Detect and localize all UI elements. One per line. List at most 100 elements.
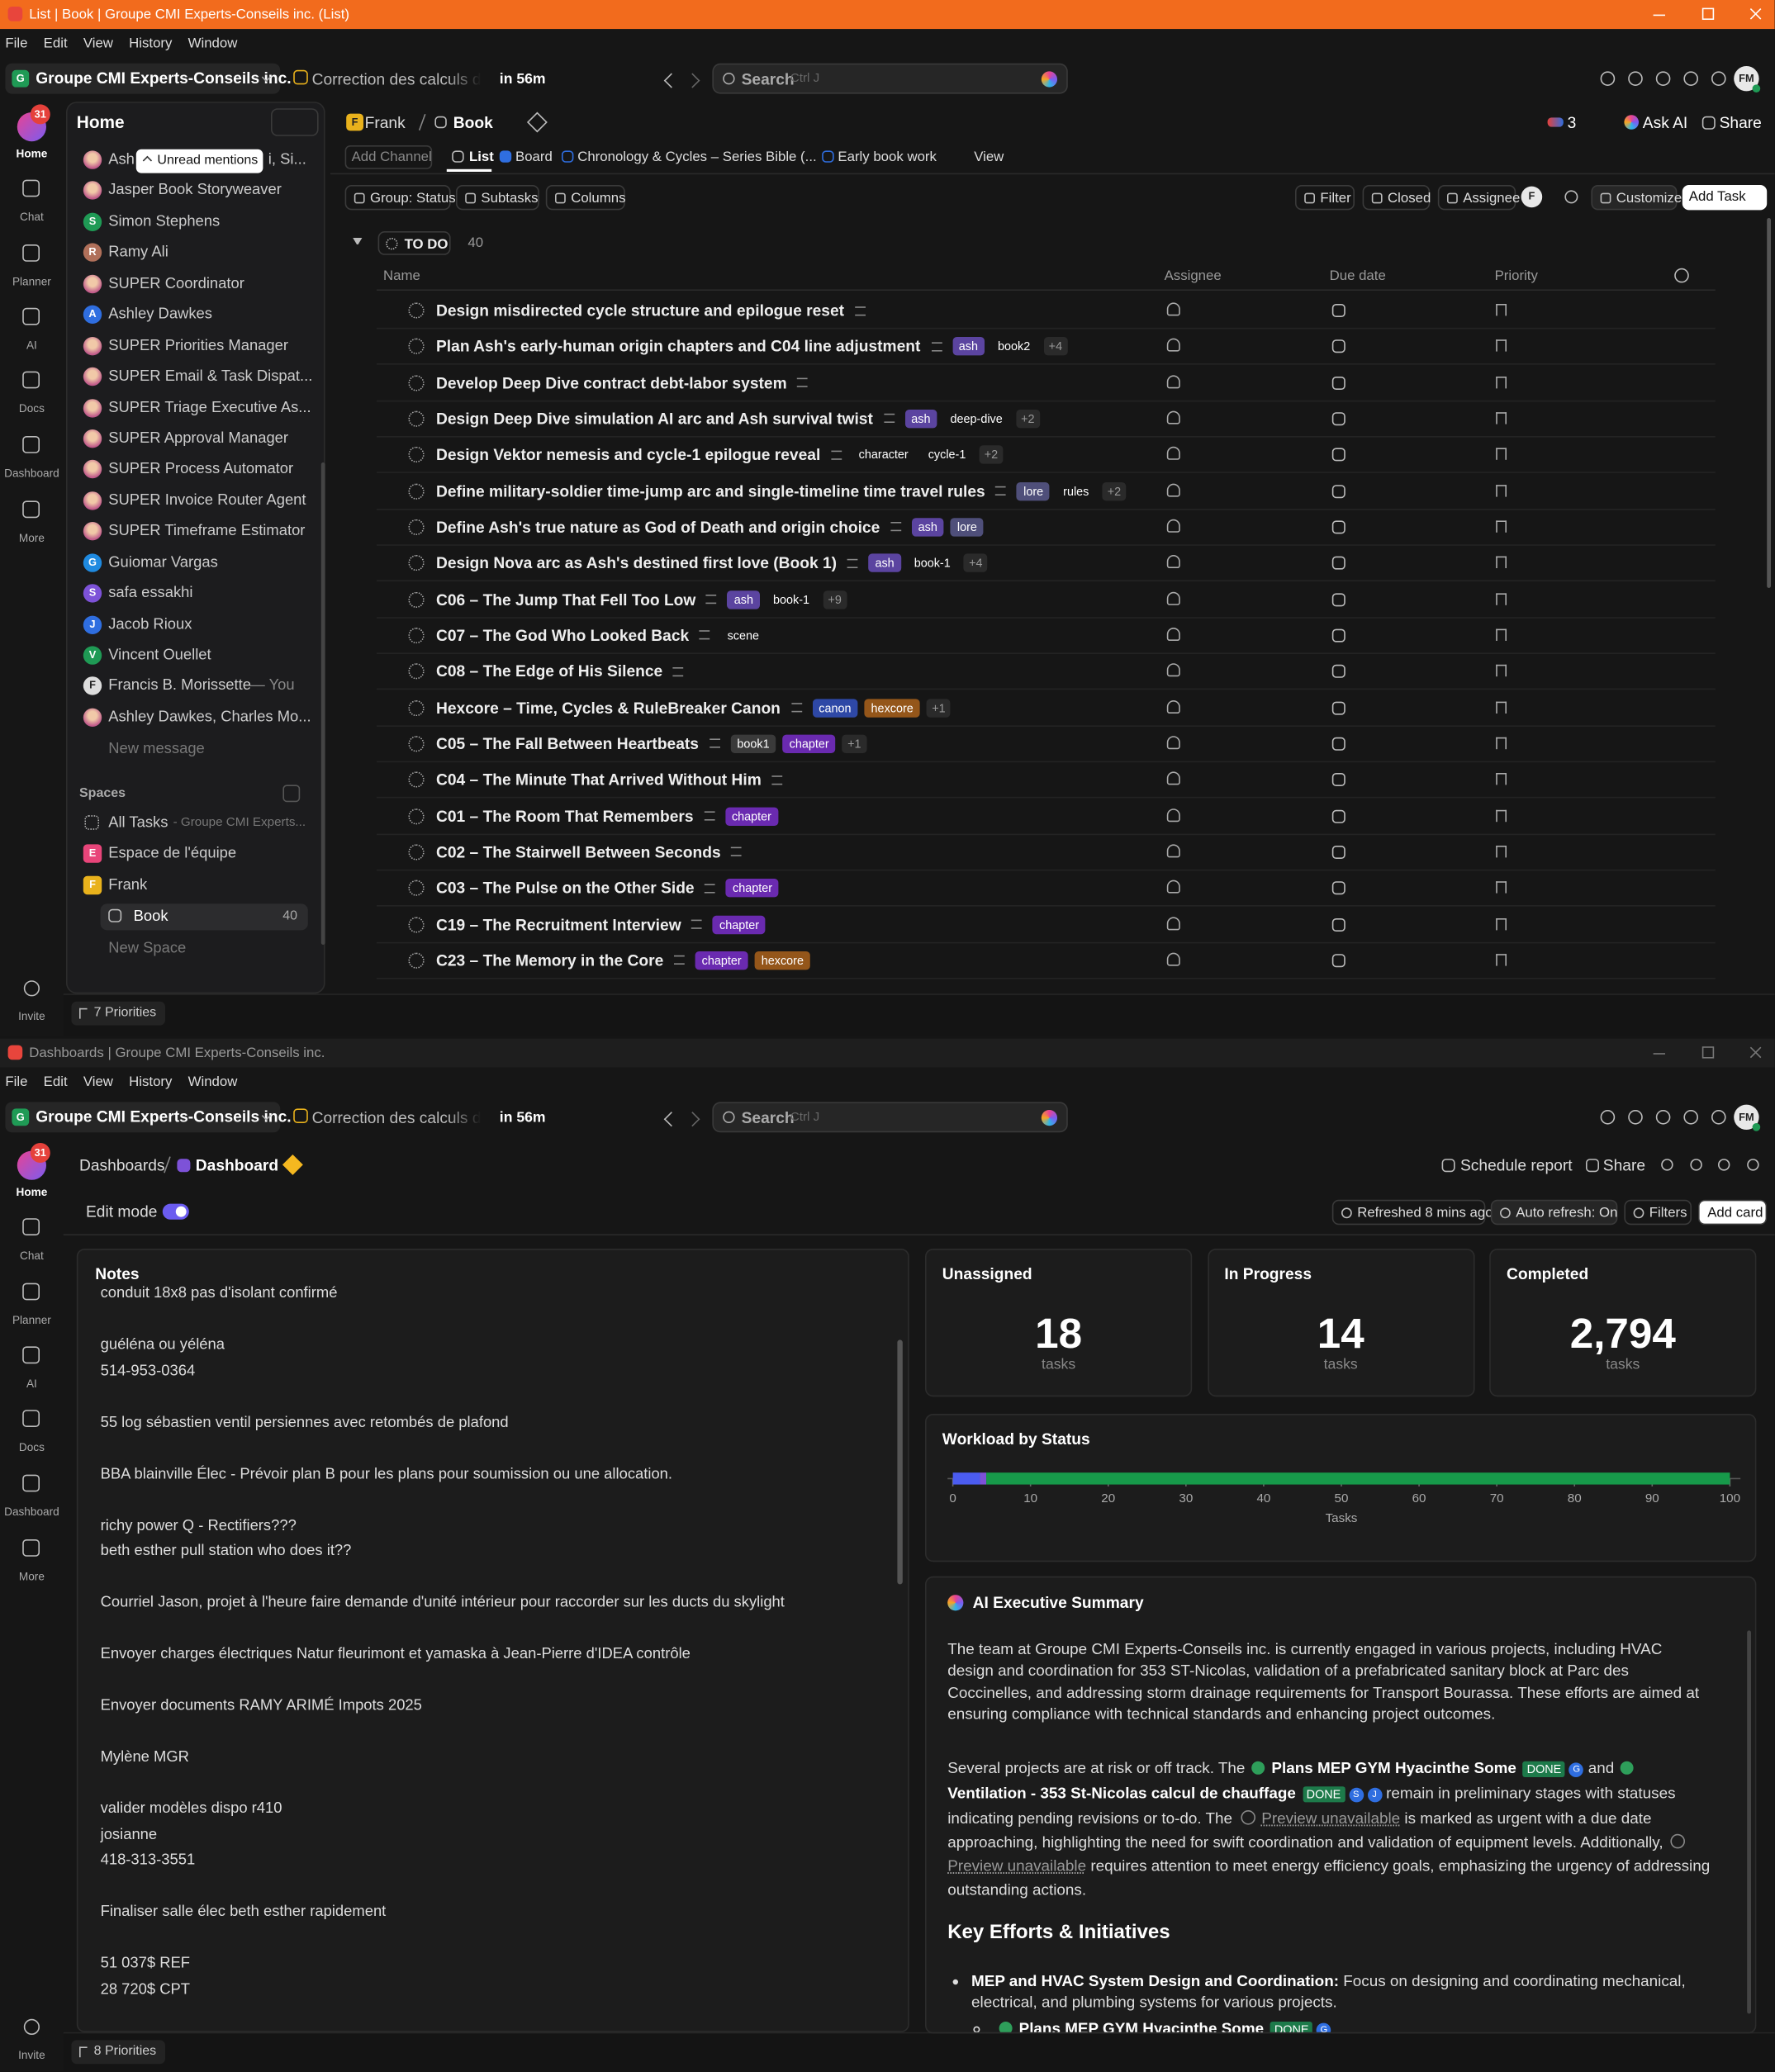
rail-label[interactable]: Docs [0, 398, 64, 420]
dm-name[interactable]: Francis B. Morissette [108, 676, 251, 697]
dm-name[interactable]: Ash [108, 149, 135, 171]
task-name[interactable]: Plans MEP GYM Hyacinthe Some [1019, 2019, 1265, 2034]
add-space-button[interactable] [282, 785, 300, 802]
task-name[interactable]: C03 – The Pulse on the Other Side [436, 879, 695, 897]
task-status[interactable] [408, 411, 424, 427]
rail-label[interactable]: Dashboard [0, 462, 64, 484]
assignee-icon[interactable] [1167, 591, 1180, 605]
assignee-icon[interactable] [1167, 953, 1180, 966]
more-tags[interactable]: +2 [979, 446, 1003, 464]
invite-label[interactable]: Invite [0, 1006, 64, 1027]
star-icon[interactable] [282, 1155, 303, 1175]
tag[interactable]: deep-dive [944, 410, 1009, 428]
assignee-icon[interactable] [1167, 555, 1180, 568]
task-name[interactable]: C04 – The Minute That Arrived Without Hi… [436, 770, 762, 789]
task-name[interactable]: C08 – The Edge of His Silence [436, 662, 662, 680]
workspace-switcher[interactable]: GGroupe CMI Experts-Conseils inc. [5, 64, 280, 94]
rail-label[interactable]: AI [0, 1373, 64, 1394]
preview-link[interactable]: Preview unavailable [1261, 1809, 1400, 1827]
tag[interactable]: book-1 [908, 554, 957, 572]
rail-label[interactable]: Planner [0, 1310, 64, 1331]
menu-item[interactable]: View [83, 1074, 113, 1090]
task-name[interactable]: Design Nova arc as Ash's destined first … [436, 554, 837, 572]
task-name[interactable]: Plans MEP GYM Hyacinthe Some [1271, 1758, 1516, 1776]
tag[interactable]: chapter [783, 735, 836, 753]
search-box[interactable]: SearchCtrl J [712, 1102, 1067, 1132]
minimize-button[interactable] [1654, 1053, 1665, 1055]
more-tags[interactable]: +1 [842, 735, 866, 753]
space-name[interactable]: Frank [108, 875, 147, 896]
assignee-icon[interactable] [1167, 519, 1180, 533]
priority-icon[interactable] [1496, 665, 1507, 676]
assignee-icon[interactable] [1167, 302, 1180, 315]
forward-button[interactable] [685, 73, 700, 88]
assignee-icon[interactable] [1167, 844, 1180, 857]
ask-ai[interactable]: Ask AI [1643, 112, 1687, 134]
tag[interactable]: book1 [730, 735, 776, 753]
rail-label[interactable]: AI [0, 334, 64, 356]
tag[interactable]: character [852, 446, 915, 464]
rail-label[interactable]: Chat [0, 1245, 64, 1266]
priority-icon[interactable] [1496, 557, 1507, 568]
task-status[interactable] [408, 808, 424, 824]
tag[interactable]: ash [904, 410, 937, 428]
dm-name[interactable]: SUPER Triage Executive As... [108, 397, 311, 419]
priority-icon[interactable] [1496, 701, 1507, 713]
menu-item[interactable]: Edit [44, 1074, 68, 1090]
more-tags[interactable]: +4 [1043, 338, 1067, 356]
task-name[interactable]: Develop Deep Dive contract debt-labor sy… [436, 373, 787, 391]
tag[interactable]: hexcore [755, 951, 810, 970]
task-status[interactable] [408, 302, 424, 318]
tag[interactable]: ash [868, 554, 900, 572]
task-status[interactable] [408, 844, 424, 860]
tag[interactable]: chapter [695, 951, 748, 970]
task-name[interactable]: C23 – The Memory in the Core [436, 951, 663, 970]
assignee-icon[interactable] [1167, 411, 1180, 424]
tag[interactable]: cycle-1 [922, 446, 973, 464]
search-box[interactable]: SearchCtrl J [712, 64, 1067, 94]
dm-name[interactable]: SUPER Email & Task Dispat... [108, 366, 312, 387]
task-status[interactable] [408, 483, 424, 499]
tag[interactable]: ash [912, 518, 944, 536]
tag[interactable]: ash [728, 590, 760, 609]
dm-name[interactable]: SUPER Approval Manager [108, 428, 288, 449]
toolbar-button[interactable]: Auto refresh: On [1491, 1200, 1618, 1225]
schedule-report[interactable]: Schedule report [1460, 1155, 1573, 1176]
rail-label[interactable]: Dashboard [0, 1501, 64, 1523]
dm-name[interactable]: Vincent Ouellet [108, 645, 211, 666]
toolbar-button[interactable]: Closed [1363, 185, 1431, 210]
task-name[interactable]: C06 – The Jump That Fell Too Low [436, 590, 695, 609]
toolbar-button[interactable]: Filter [1295, 185, 1355, 210]
dm-name[interactable]: SUPER Timeframe Estimator [108, 521, 305, 543]
priority-icon[interactable] [1496, 954, 1507, 965]
share[interactable]: Share [1720, 112, 1762, 134]
space-name[interactable]: Espace de l'équipe [108, 843, 236, 865]
task-status[interactable] [408, 917, 424, 932]
tag[interactable]: chapter [725, 807, 778, 825]
priorities-button[interactable]: 7 Priorities [71, 1002, 165, 1026]
add-view[interactable]: View [974, 147, 1004, 168]
preview-link[interactable]: Preview unavailable [947, 1856, 1086, 1874]
priority-icon[interactable] [1496, 773, 1507, 785]
breadcrumb[interactable]: Dashboards [79, 1155, 165, 1176]
task-name[interactable]: C02 – The Stairwell Between Seconds [436, 843, 721, 861]
task-name[interactable]: C07 – The God Who Looked Back [436, 626, 689, 644]
toolbar-button[interactable]: Subtasks [456, 185, 539, 210]
dm-name[interactable]: Simon Stephens [108, 211, 220, 233]
toolbar-button[interactable]: Filters [1624, 1200, 1692, 1225]
view-tab[interactable]: Early book work [838, 147, 937, 168]
task-status[interactable] [408, 699, 424, 715]
task-status[interactable] [408, 375, 424, 391]
assignee-icon[interactable] [1167, 483, 1180, 496]
workspace-switcher[interactable]: GGroupe CMI Experts-Conseils inc. [5, 1102, 280, 1132]
more-tags[interactable]: +9 [823, 590, 847, 609]
task-status[interactable] [408, 555, 424, 571]
menu-item[interactable]: View [83, 36, 113, 51]
dm-name[interactable]: SUPER Invoice Router Agent [108, 490, 306, 511]
task-name[interactable]: C19 – The Recruitment Interview [436, 915, 681, 933]
toolbar-button[interactable]: Customize [1591, 185, 1677, 210]
toolbar-button[interactable]: Columns [546, 185, 625, 210]
space-name[interactable]: All Tasks [108, 813, 168, 834]
dm-name[interactable]: Ashley Dawkes [108, 304, 212, 325]
maximize-button[interactable] [1702, 8, 1714, 20]
